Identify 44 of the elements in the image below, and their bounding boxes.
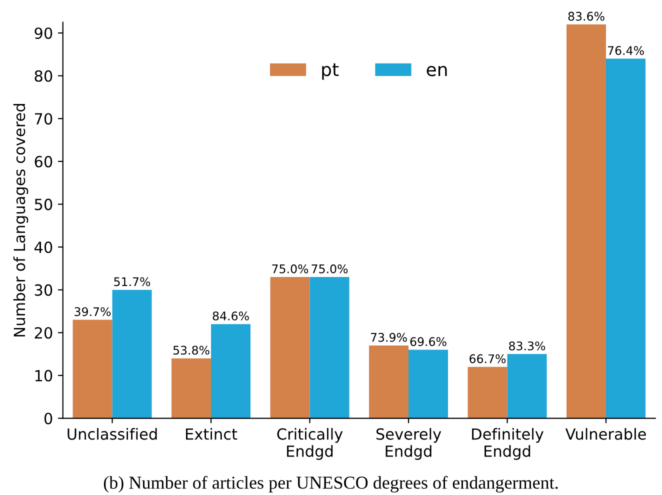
annotation: 84.6% bbox=[212, 311, 249, 320]
bar bbox=[507, 354, 547, 418]
x-tick-label: Vulnerable bbox=[565, 428, 646, 440]
x-tick-label: Extinct bbox=[186, 428, 238, 440]
y-tick-label: 90 bbox=[34, 27, 52, 39]
annotation: 53.8% bbox=[173, 346, 210, 355]
y-tick-label: 50 bbox=[34, 198, 52, 210]
y-tick-label: 10 bbox=[35, 370, 52, 382]
bar bbox=[566, 24, 606, 418]
annotation: 39.7% bbox=[74, 307, 111, 316]
annotation: 75.0% bbox=[312, 264, 348, 274]
bar bbox=[172, 358, 212, 418]
annotation: 51.7% bbox=[114, 277, 150, 286]
bar bbox=[468, 366, 508, 418]
bar bbox=[310, 277, 350, 418]
bar bbox=[270, 277, 310, 418]
y-tick-label: 0 bbox=[44, 412, 52, 424]
annotation: 83.6% bbox=[568, 12, 604, 21]
bar bbox=[408, 350, 448, 418]
annotation: 75.0% bbox=[272, 264, 308, 274]
bar bbox=[211, 324, 251, 418]
y-tick-label: 40 bbox=[34, 241, 52, 254]
y-tick-label: 80 bbox=[34, 70, 52, 82]
bar bbox=[369, 345, 409, 418]
x-tick-label: Definitely Endgd bbox=[472, 428, 544, 460]
annotation: 73.9% bbox=[370, 332, 407, 342]
text: (b) Number of articles per UNESCO degrees of endangerment. bbox=[104, 476, 558, 493]
bar bbox=[72, 320, 112, 418]
bar bbox=[606, 58, 646, 418]
x-tick-label: Unclassified bbox=[68, 428, 157, 440]
legend-label: en bbox=[426, 66, 447, 76]
legend-label: pt bbox=[322, 63, 339, 80]
bar bbox=[112, 290, 152, 418]
y-axis-title: Number of Languages covered bbox=[13, 104, 28, 336]
y-tick-label: 60 bbox=[34, 156, 52, 168]
annotation: 76.4% bbox=[608, 46, 644, 55]
annotation: 69.6% bbox=[410, 337, 446, 346]
annotation: 83.3% bbox=[509, 341, 546, 350]
y-tick-label: 30 bbox=[34, 284, 52, 296]
y-tick-label: 70 bbox=[34, 113, 52, 125]
x-tick-label: Severely Endgd bbox=[376, 428, 442, 460]
y-tick-label: 20 bbox=[34, 327, 52, 339]
x-tick-label: Critically Endgd bbox=[277, 428, 343, 460]
annotation: 66.7% bbox=[470, 354, 506, 364]
